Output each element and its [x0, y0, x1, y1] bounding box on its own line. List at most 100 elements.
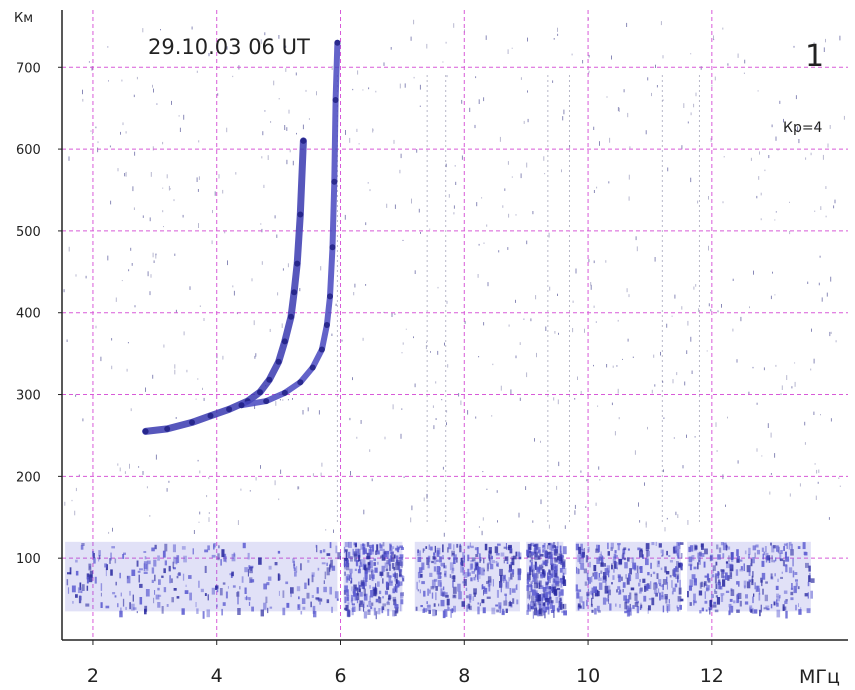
noise-band-mark	[711, 574, 715, 578]
noise-band-mark	[285, 581, 289, 585]
noise-band-mark	[459, 543, 461, 547]
noise-dot	[287, 263, 289, 268]
noise-band-mark	[550, 563, 554, 571]
noise-band-mark	[86, 585, 89, 591]
noise-band-mark	[714, 609, 719, 613]
trace-point	[288, 313, 294, 320]
noise-band-mark	[363, 547, 366, 554]
noise-dot	[109, 145, 111, 148]
noise-dot	[249, 490, 251, 492]
noise-band-mark	[452, 586, 457, 594]
noise-band-mark	[399, 554, 404, 558]
noise-band-mark	[655, 541, 657, 546]
trace-point	[332, 97, 339, 103]
noise-band-mark	[98, 558, 100, 562]
noise-dot	[593, 260, 595, 264]
noise-dot	[627, 112, 629, 118]
noise-dot	[708, 196, 709, 200]
noise-dot	[478, 356, 480, 358]
noise-dot	[758, 176, 760, 180]
y-tick-label: 600	[16, 143, 41, 158]
noise-band-mark	[743, 580, 747, 588]
noise-band-mark	[343, 559, 346, 566]
noise-band-mark	[399, 558, 404, 566]
noise-dot	[390, 47, 392, 50]
noise-band-mark	[610, 547, 613, 551]
noise-dot	[111, 365, 113, 370]
noise-dot	[772, 271, 773, 274]
noise-band-mark	[543, 573, 546, 578]
noise-band-mark	[664, 566, 667, 573]
noise-band-mark	[511, 569, 515, 575]
noise-band-mark	[125, 606, 127, 610]
noise-band-mark	[129, 602, 131, 610]
noise-dot	[711, 84, 713, 87]
noise-band-mark	[386, 560, 390, 565]
noise-band-mark	[770, 573, 773, 579]
noise-band-mark	[669, 560, 673, 563]
noise-dot	[166, 488, 168, 492]
noise-dot	[618, 107, 620, 112]
noise-dot	[269, 328, 271, 332]
noise-band-mark	[647, 585, 650, 589]
noise-dot	[656, 85, 658, 88]
noise-band-mark	[335, 545, 338, 554]
noise-band-mark	[646, 549, 649, 558]
noise-band-mark	[419, 573, 423, 578]
noise-dot	[275, 401, 277, 406]
noise-dot	[574, 510, 576, 515]
noise-band-mark	[505, 543, 507, 550]
noise-band-mark	[802, 542, 806, 550]
trace-point	[318, 346, 325, 353]
noise-band-mark	[507, 546, 512, 551]
noise-band-mark	[451, 575, 456, 580]
noise-dot	[478, 99, 480, 104]
noise-dot	[453, 205, 455, 209]
noise-dot	[262, 131, 264, 136]
noise-band-mark	[553, 610, 555, 618]
noise-dot	[577, 376, 578, 380]
noise-band-mark	[144, 556, 147, 560]
noise-band-mark	[783, 546, 785, 551]
noise-band-mark	[586, 593, 589, 600]
noise-band-mark	[282, 590, 285, 598]
noise-band-mark	[587, 588, 589, 592]
noise-band-mark	[93, 553, 95, 559]
noise-band-mark	[389, 581, 393, 586]
noise-band-mark	[526, 549, 529, 556]
noise-dot	[830, 276, 832, 282]
noise-band-mark	[392, 610, 395, 617]
noise-band-mark	[584, 581, 588, 586]
noise-dot	[437, 350, 439, 355]
noise-band-mark	[613, 568, 615, 573]
noise-band-mark	[615, 562, 618, 569]
noise-band-mark	[791, 583, 793, 590]
noise-band-mark	[582, 552, 585, 558]
noise-band-mark	[535, 572, 537, 580]
noise-band-mark	[562, 576, 565, 584]
noise-band-mark	[202, 611, 205, 619]
noise-band-mark	[551, 600, 554, 604]
noise-dot	[365, 222, 367, 226]
noise-band-mark	[673, 568, 676, 574]
noise-band-mark	[604, 568, 609, 576]
noise-band-mark	[181, 546, 186, 550]
noise-dot	[829, 125, 831, 129]
noise-band-mark	[643, 595, 647, 602]
noise-band-mark	[115, 581, 117, 586]
noise-dot	[437, 286, 439, 289]
noise-dot	[298, 486, 300, 489]
noise-band-mark	[122, 598, 125, 607]
noise-band-mark	[352, 548, 355, 556]
noise-dot	[596, 186, 598, 189]
noise-band-mark	[435, 609, 437, 616]
trace-point	[291, 289, 298, 296]
noise-dot	[759, 151, 760, 155]
noise-band-mark	[782, 559, 785, 567]
noise-band-mark	[533, 603, 536, 607]
noise-dot	[362, 337, 364, 341]
noise-band-mark	[494, 546, 499, 554]
noise-dot	[727, 63, 729, 66]
noise-dot	[708, 303, 710, 307]
noise-band-mark	[725, 544, 728, 551]
